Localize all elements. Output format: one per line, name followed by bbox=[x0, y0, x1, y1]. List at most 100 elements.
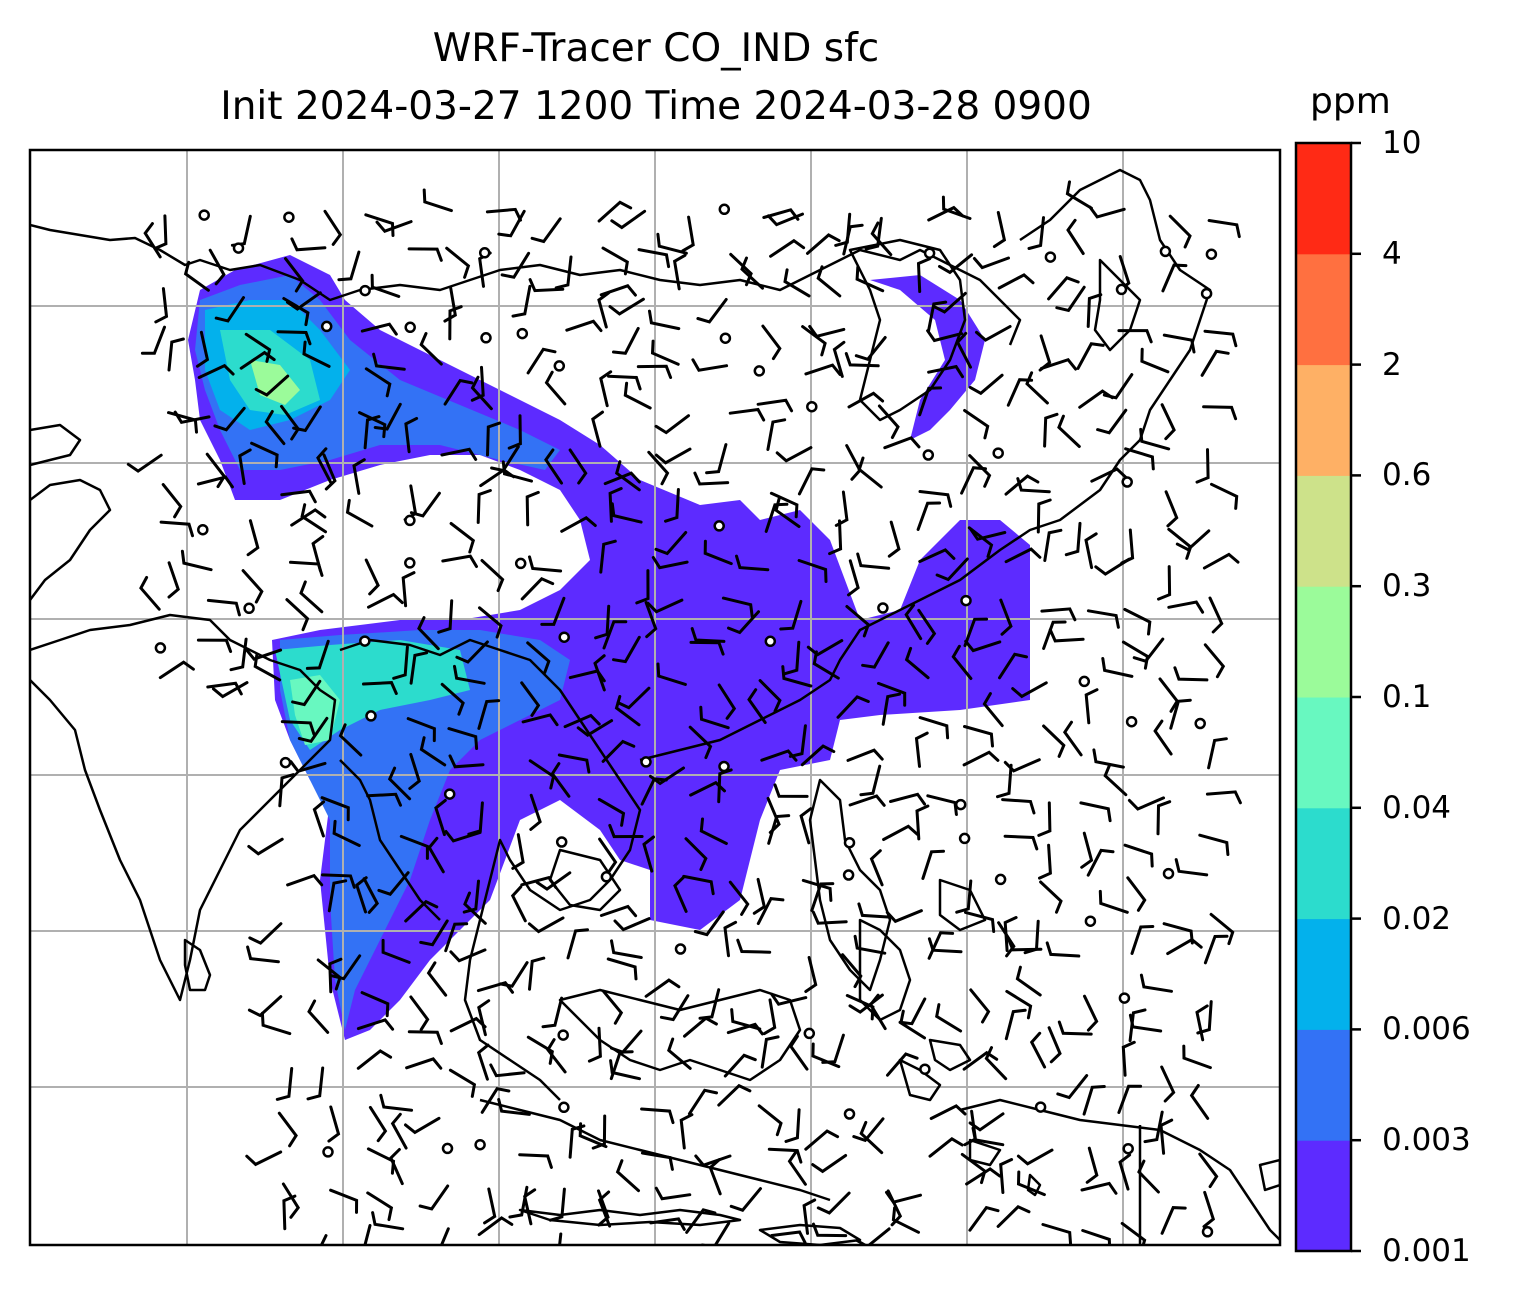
wind-barb bbox=[854, 336, 887, 362]
wind-barb bbox=[673, 875, 688, 913]
wind-barb bbox=[248, 922, 283, 945]
wind-barb bbox=[760, 1035, 780, 1069]
calm-wind-marker bbox=[404, 557, 416, 569]
wind-barb bbox=[566, 928, 589, 960]
colorbar-segment bbox=[1296, 364, 1351, 476]
wind-barb bbox=[525, 490, 540, 527]
wind-barb bbox=[355, 876, 368, 914]
wind-barb bbox=[510, 885, 527, 923]
wind-barb bbox=[1043, 412, 1059, 448]
wind-barb bbox=[1202, 1190, 1216, 1229]
wind-barb bbox=[448, 1068, 477, 1098]
wind-barb bbox=[1047, 1026, 1062, 1064]
calm-wind-marker bbox=[1044, 251, 1057, 263]
wind-barb bbox=[885, 1190, 922, 1204]
wind-barb bbox=[526, 641, 551, 675]
calm-wind-marker bbox=[404, 321, 416, 334]
wind-barb bbox=[1029, 1031, 1047, 1069]
wind-barb bbox=[366, 792, 402, 807]
wind-barb bbox=[246, 945, 280, 964]
calm-wind-marker bbox=[480, 332, 492, 344]
wind-barb bbox=[999, 1158, 1014, 1194]
wind-barb bbox=[758, 679, 782, 713]
calm-wind-marker bbox=[557, 1029, 569, 1041]
wind-barb bbox=[1083, 994, 1099, 1032]
colorbar-segment bbox=[1296, 807, 1351, 920]
wind-barb bbox=[690, 627, 726, 643]
wind-barb bbox=[528, 278, 565, 293]
wind-barb bbox=[654, 414, 690, 435]
wind-barb bbox=[811, 1042, 841, 1069]
wind-barb bbox=[280, 720, 316, 736]
wind-barb bbox=[1043, 528, 1063, 562]
calm-wind-marker bbox=[1034, 1101, 1047, 1113]
wind-barb bbox=[788, 724, 807, 758]
wind-barb bbox=[1001, 798, 1036, 815]
wind-barb bbox=[723, 920, 738, 958]
calm-wind-markers bbox=[154, 203, 1218, 1238]
colorbar-tick-label: 0.02 bbox=[1382, 900, 1452, 937]
wind-barb bbox=[1065, 180, 1093, 210]
wind-barb bbox=[497, 1098, 531, 1116]
wind-barb bbox=[681, 215, 695, 253]
wind-barb bbox=[996, 763, 1013, 799]
wind-barb bbox=[852, 1117, 885, 1143]
wind-barb bbox=[812, 1222, 848, 1238]
wind-barb bbox=[610, 209, 647, 230]
wind-barb bbox=[842, 223, 864, 256]
wind-barb bbox=[841, 953, 863, 989]
wind-barb bbox=[1078, 389, 1114, 409]
wind-barb bbox=[728, 880, 750, 916]
wind-barb bbox=[445, 246, 471, 279]
wind-barb bbox=[756, 398, 794, 413]
wind-barb bbox=[167, 561, 180, 599]
wind-barb bbox=[1117, 329, 1153, 344]
colorbar-unit-label: ppm bbox=[1310, 81, 1391, 122]
wind-barb bbox=[455, 640, 489, 664]
wind-barb bbox=[563, 713, 601, 729]
chart-title-line1: WRF-Tracer CO_IND sfc bbox=[432, 26, 880, 71]
wind-barb bbox=[607, 374, 642, 391]
wind-barb bbox=[286, 291, 322, 311]
wind-barb bbox=[260, 1011, 292, 1036]
wind-barb bbox=[206, 598, 241, 617]
wind-barb bbox=[760, 749, 798, 762]
wind-barb bbox=[916, 257, 932, 293]
wind-barb bbox=[307, 999, 330, 1034]
wind-barb bbox=[767, 814, 791, 845]
wind-barb bbox=[366, 1147, 396, 1175]
wind-barb bbox=[766, 418, 787, 451]
wind-barb bbox=[229, 637, 248, 672]
calm-wind-marker bbox=[404, 514, 416, 527]
wind-barb bbox=[601, 246, 629, 276]
wind-barb bbox=[489, 1063, 526, 1078]
wind-barb bbox=[932, 291, 967, 314]
wind-barb bbox=[281, 1182, 301, 1219]
wind-barb bbox=[992, 211, 1007, 248]
colorbar bbox=[1296, 141, 1361, 1253]
wind-barb bbox=[300, 503, 327, 534]
wind-barb bbox=[889, 792, 927, 806]
calm-wind-marker bbox=[753, 365, 766, 377]
wind-barb bbox=[511, 833, 525, 870]
calm-wind-marker bbox=[322, 1146, 334, 1158]
wind-barb bbox=[276, 330, 312, 346]
wind-barb bbox=[654, 1186, 692, 1201]
wind-barb bbox=[1157, 565, 1172, 601]
wind-barb bbox=[601, 989, 624, 1025]
wind-barb bbox=[299, 580, 324, 614]
wind-barb bbox=[518, 1153, 553, 1169]
wind-barb bbox=[682, 874, 715, 896]
calm-wind-marker bbox=[478, 247, 491, 259]
wind-barb bbox=[881, 692, 901, 726]
wind-barb bbox=[642, 835, 655, 873]
wind-barb bbox=[1156, 800, 1172, 836]
wind-barb bbox=[783, 640, 801, 676]
wind-barb bbox=[1045, 941, 1081, 958]
wind-barb bbox=[311, 535, 325, 573]
colorbar-tick-label: 0.003 bbox=[1382, 1122, 1471, 1159]
wind-barb bbox=[644, 601, 658, 639]
wind-barb bbox=[535, 871, 572, 891]
wind-barb bbox=[968, 373, 1004, 396]
wind-barb bbox=[1167, 600, 1205, 614]
